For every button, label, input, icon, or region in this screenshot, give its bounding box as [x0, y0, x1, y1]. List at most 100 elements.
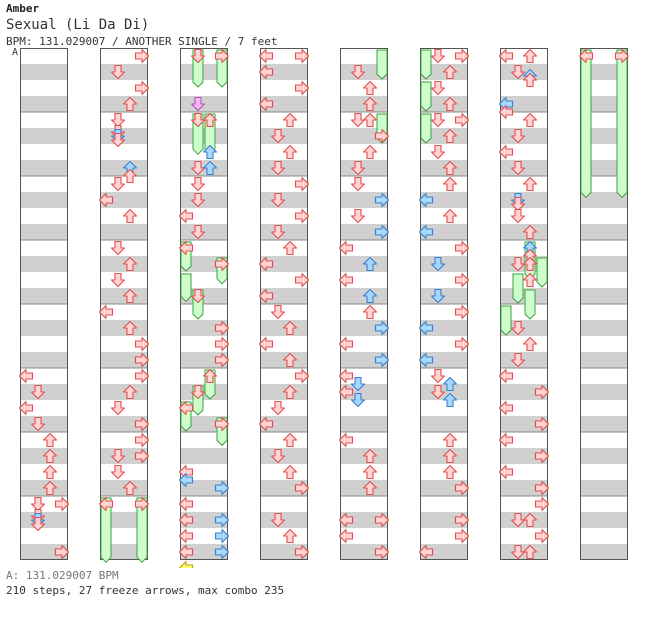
beat-stripe [580, 352, 628, 368]
beat-stripe [20, 352, 68, 368]
beat-stripe [100, 544, 148, 560]
beat-stripe [180, 480, 228, 496]
down-arrow-icon [430, 80, 446, 96]
right-arrow-icon [294, 80, 310, 96]
down-arrow-icon [350, 392, 366, 408]
beat-stripe [340, 544, 388, 560]
right-arrow-icon [454, 112, 470, 128]
right-arrow-icon [294, 272, 310, 288]
right-arrow-icon [214, 512, 230, 528]
right-arrow-icon [134, 432, 150, 448]
down-arrow-icon [110, 112, 126, 128]
beat-stripe [180, 416, 228, 432]
right-arrow-icon [534, 416, 550, 432]
beat-stripe [340, 384, 388, 400]
up-arrow-icon [42, 448, 58, 464]
up-arrow-icon [42, 464, 58, 480]
right-arrow-icon [374, 128, 390, 144]
up-arrow-icon [522, 224, 538, 240]
beat-stripe [180, 64, 228, 80]
up-arrow-icon [362, 80, 378, 96]
left-arrow-icon [178, 496, 194, 512]
right-arrow-icon [534, 480, 550, 496]
up-arrow-icon [522, 272, 538, 288]
right-arrow-icon [454, 304, 470, 320]
beat-stripe [580, 64, 628, 80]
right-arrow-icon [374, 192, 390, 208]
chart-column [420, 48, 468, 560]
right-arrow-icon [134, 416, 150, 432]
down-arrow-icon [110, 272, 126, 288]
down-arrow-icon [270, 400, 286, 416]
down-arrow-icon [430, 288, 446, 304]
up-arrow-icon [522, 72, 538, 88]
up-arrow-icon [522, 176, 538, 192]
right-arrow-icon [534, 384, 550, 400]
right-arrow-icon [54, 496, 70, 512]
up-arrow-icon [202, 160, 218, 176]
left-arrow-icon [178, 240, 194, 256]
beat-stripe [20, 128, 68, 144]
up-arrow-icon [122, 384, 138, 400]
down-arrow-icon [350, 160, 366, 176]
beat-stripe [260, 288, 308, 304]
beat-stripe [500, 288, 548, 304]
chart-column [500, 48, 548, 560]
beat-stripe [580, 224, 628, 240]
up-arrow-icon [202, 112, 218, 128]
beat-stripe [100, 192, 148, 208]
beat-stripe [420, 480, 468, 496]
right-arrow-icon [134, 336, 150, 352]
down-arrow-icon [110, 448, 126, 464]
right-arrow-icon [214, 352, 230, 368]
left-arrow-icon [498, 48, 514, 64]
beat-stripe [580, 256, 628, 272]
up-arrow-icon [362, 304, 378, 320]
chart-info: BPM: 131.029007 / ANOTHER SINGLE / 7 fee… [6, 35, 278, 48]
up-arrow-icon [442, 376, 458, 392]
right-arrow-icon [294, 544, 310, 560]
up-arrow-icon [442, 64, 458, 80]
right-arrow-icon [134, 368, 150, 384]
beat-stripe [260, 480, 308, 496]
down-arrow-icon [270, 192, 286, 208]
up-arrow-icon [522, 112, 538, 128]
beat-stripe [340, 224, 388, 240]
right-arrow-icon [454, 48, 470, 64]
left-arrow-icon [178, 400, 194, 416]
down-arrow-icon [190, 288, 206, 304]
left-arrow-icon [178, 560, 194, 568]
right-arrow-icon [534, 496, 550, 512]
beat-stripe [500, 480, 548, 496]
up-arrow-icon [362, 112, 378, 128]
up-arrow-icon [122, 320, 138, 336]
down-arrow-icon [110, 240, 126, 256]
right-arrow-icon [214, 480, 230, 496]
left-arrow-icon [338, 512, 354, 528]
stats-line: 210 steps, 27 freeze arrows, max combo 2… [6, 584, 285, 597]
beat-stripe [260, 256, 308, 272]
down-arrow-icon [350, 376, 366, 392]
right-arrow-icon [534, 528, 550, 544]
down-arrow-icon [510, 320, 526, 336]
beat-stripe [20, 96, 68, 112]
up-arrow-icon [122, 208, 138, 224]
down-arrow-icon [190, 224, 206, 240]
right-arrow-icon [214, 528, 230, 544]
beat-stripe [180, 448, 228, 464]
up-arrow-icon [442, 96, 458, 112]
down-arrow-icon [430, 384, 446, 400]
up-arrow-icon [202, 144, 218, 160]
beat-stripe [500, 448, 548, 464]
right-arrow-icon [214, 416, 230, 432]
down-arrow-icon [190, 176, 206, 192]
chart-column [20, 48, 68, 560]
right-arrow-icon [54, 544, 70, 560]
beat-stripe [20, 224, 68, 240]
down-arrow-icon [430, 48, 446, 64]
down-arrow-icon [30, 416, 46, 432]
beat-stripe [20, 64, 68, 80]
beat-stripe [340, 352, 388, 368]
beat-stripe [20, 544, 68, 560]
right-arrow-icon [454, 336, 470, 352]
